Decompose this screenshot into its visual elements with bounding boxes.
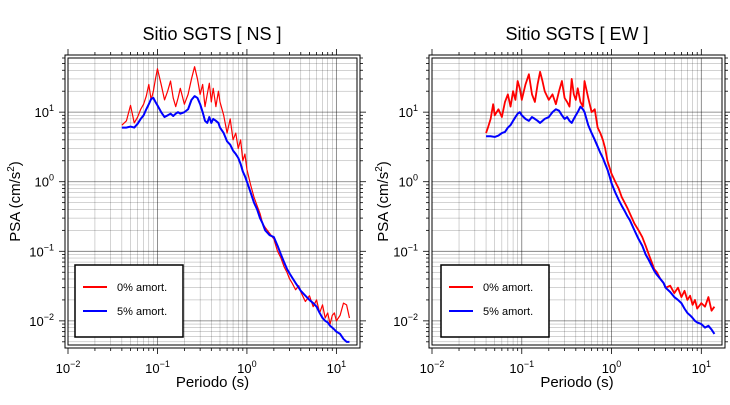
- y-tick-label: 10−2: [393, 312, 418, 329]
- x-tick-label: 10−1: [145, 359, 170, 376]
- chart-panel-1: 10−2 10−1 100 101 10−2 10−1 100 101 Sitio SGTS […: [6, 24, 366, 391]
- y-tick-label: 100: [399, 173, 418, 190]
- series-line-red: [121, 66, 351, 325]
- x-tick-label: 10−2: [420, 359, 445, 376]
- chart-panel-2: 10−2 10−1 100 101 10−2 10−1 100 101 Sitio SGTS […: [374, 24, 730, 391]
- y-tick-label: 10−2: [29, 312, 54, 329]
- x-tick-label: 101: [327, 359, 346, 376]
- plot-frame: [431, 57, 723, 346]
- series-line-blue: [486, 105, 716, 335]
- legend-box: [440, 264, 550, 338]
- plot-frame-outer: [64, 54, 361, 349]
- chart-title: Sitio SGTS [ EW ]: [505, 24, 648, 44]
- series-line-blue: [121, 95, 350, 343]
- y-tick-label: 101: [399, 103, 418, 120]
- y-axis-label: PSA (cm/s2): [6, 161, 24, 242]
- x-tick-label: 101: [692, 359, 711, 376]
- legend: 0% amort. 5% amort.: [440, 264, 550, 338]
- plot-frame: [67, 57, 358, 346]
- legend-box: [74, 264, 184, 338]
- y-tick-label: 100: [35, 173, 54, 190]
- x-tick-label: 100: [602, 359, 621, 376]
- x-tick-label: 100: [237, 359, 256, 376]
- x-tick-label: 10−1: [509, 359, 534, 376]
- x-axis-label: Periodo (s): [176, 374, 249, 391]
- legend-label: 0% amort.: [483, 282, 533, 294]
- chart-title: Sitio SGTS [ NS ]: [142, 24, 281, 44]
- legend-label: 0% amort.: [117, 282, 167, 294]
- plot-frame-outer: [428, 54, 726, 349]
- legend-label: 5% amort.: [483, 306, 533, 318]
- y-tick-label: 101: [35, 103, 54, 120]
- series-line-red: [485, 70, 716, 312]
- x-tick-label: 10−2: [56, 359, 81, 376]
- y-tick-label: 10−1: [29, 242, 54, 259]
- x-axis-label: Periodo (s): [540, 374, 613, 391]
- legend: 0% amort. 5% amort.: [74, 264, 184, 338]
- y-tick-label: 10−1: [393, 242, 418, 259]
- y-axis-label: PSA (cm/s2): [374, 161, 392, 242]
- legend-label: 5% amort.: [117, 306, 167, 318]
